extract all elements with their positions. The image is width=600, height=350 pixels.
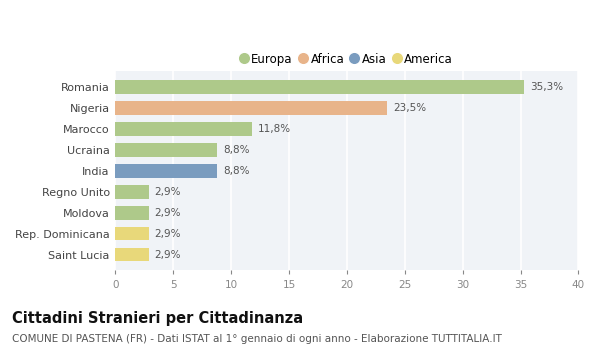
Bar <box>115 206 149 219</box>
Bar <box>115 101 388 115</box>
Bar <box>115 80 524 94</box>
Text: 2,9%: 2,9% <box>155 187 181 197</box>
Text: 8,8%: 8,8% <box>223 166 250 176</box>
Bar <box>115 185 149 199</box>
Text: 23,5%: 23,5% <box>393 103 427 113</box>
Legend: Europa, Africa, Asia, America: Europa, Africa, Asia, America <box>237 49 457 69</box>
Text: 35,3%: 35,3% <box>530 82 563 92</box>
Bar <box>115 248 149 261</box>
Text: 2,9%: 2,9% <box>155 208 181 218</box>
Text: 11,8%: 11,8% <box>258 124 291 134</box>
Text: Cittadini Stranieri per Cittadinanza: Cittadini Stranieri per Cittadinanza <box>12 312 303 327</box>
Bar <box>115 164 217 178</box>
Bar <box>115 143 217 157</box>
Text: 2,9%: 2,9% <box>155 229 181 239</box>
Bar <box>115 227 149 240</box>
Text: 2,9%: 2,9% <box>155 250 181 260</box>
Text: 8,8%: 8,8% <box>223 145 250 155</box>
Text: COMUNE DI PASTENA (FR) - Dati ISTAT al 1° gennaio di ogni anno - Elaborazione TU: COMUNE DI PASTENA (FR) - Dati ISTAT al 1… <box>12 334 502 344</box>
Bar <box>115 122 252 136</box>
